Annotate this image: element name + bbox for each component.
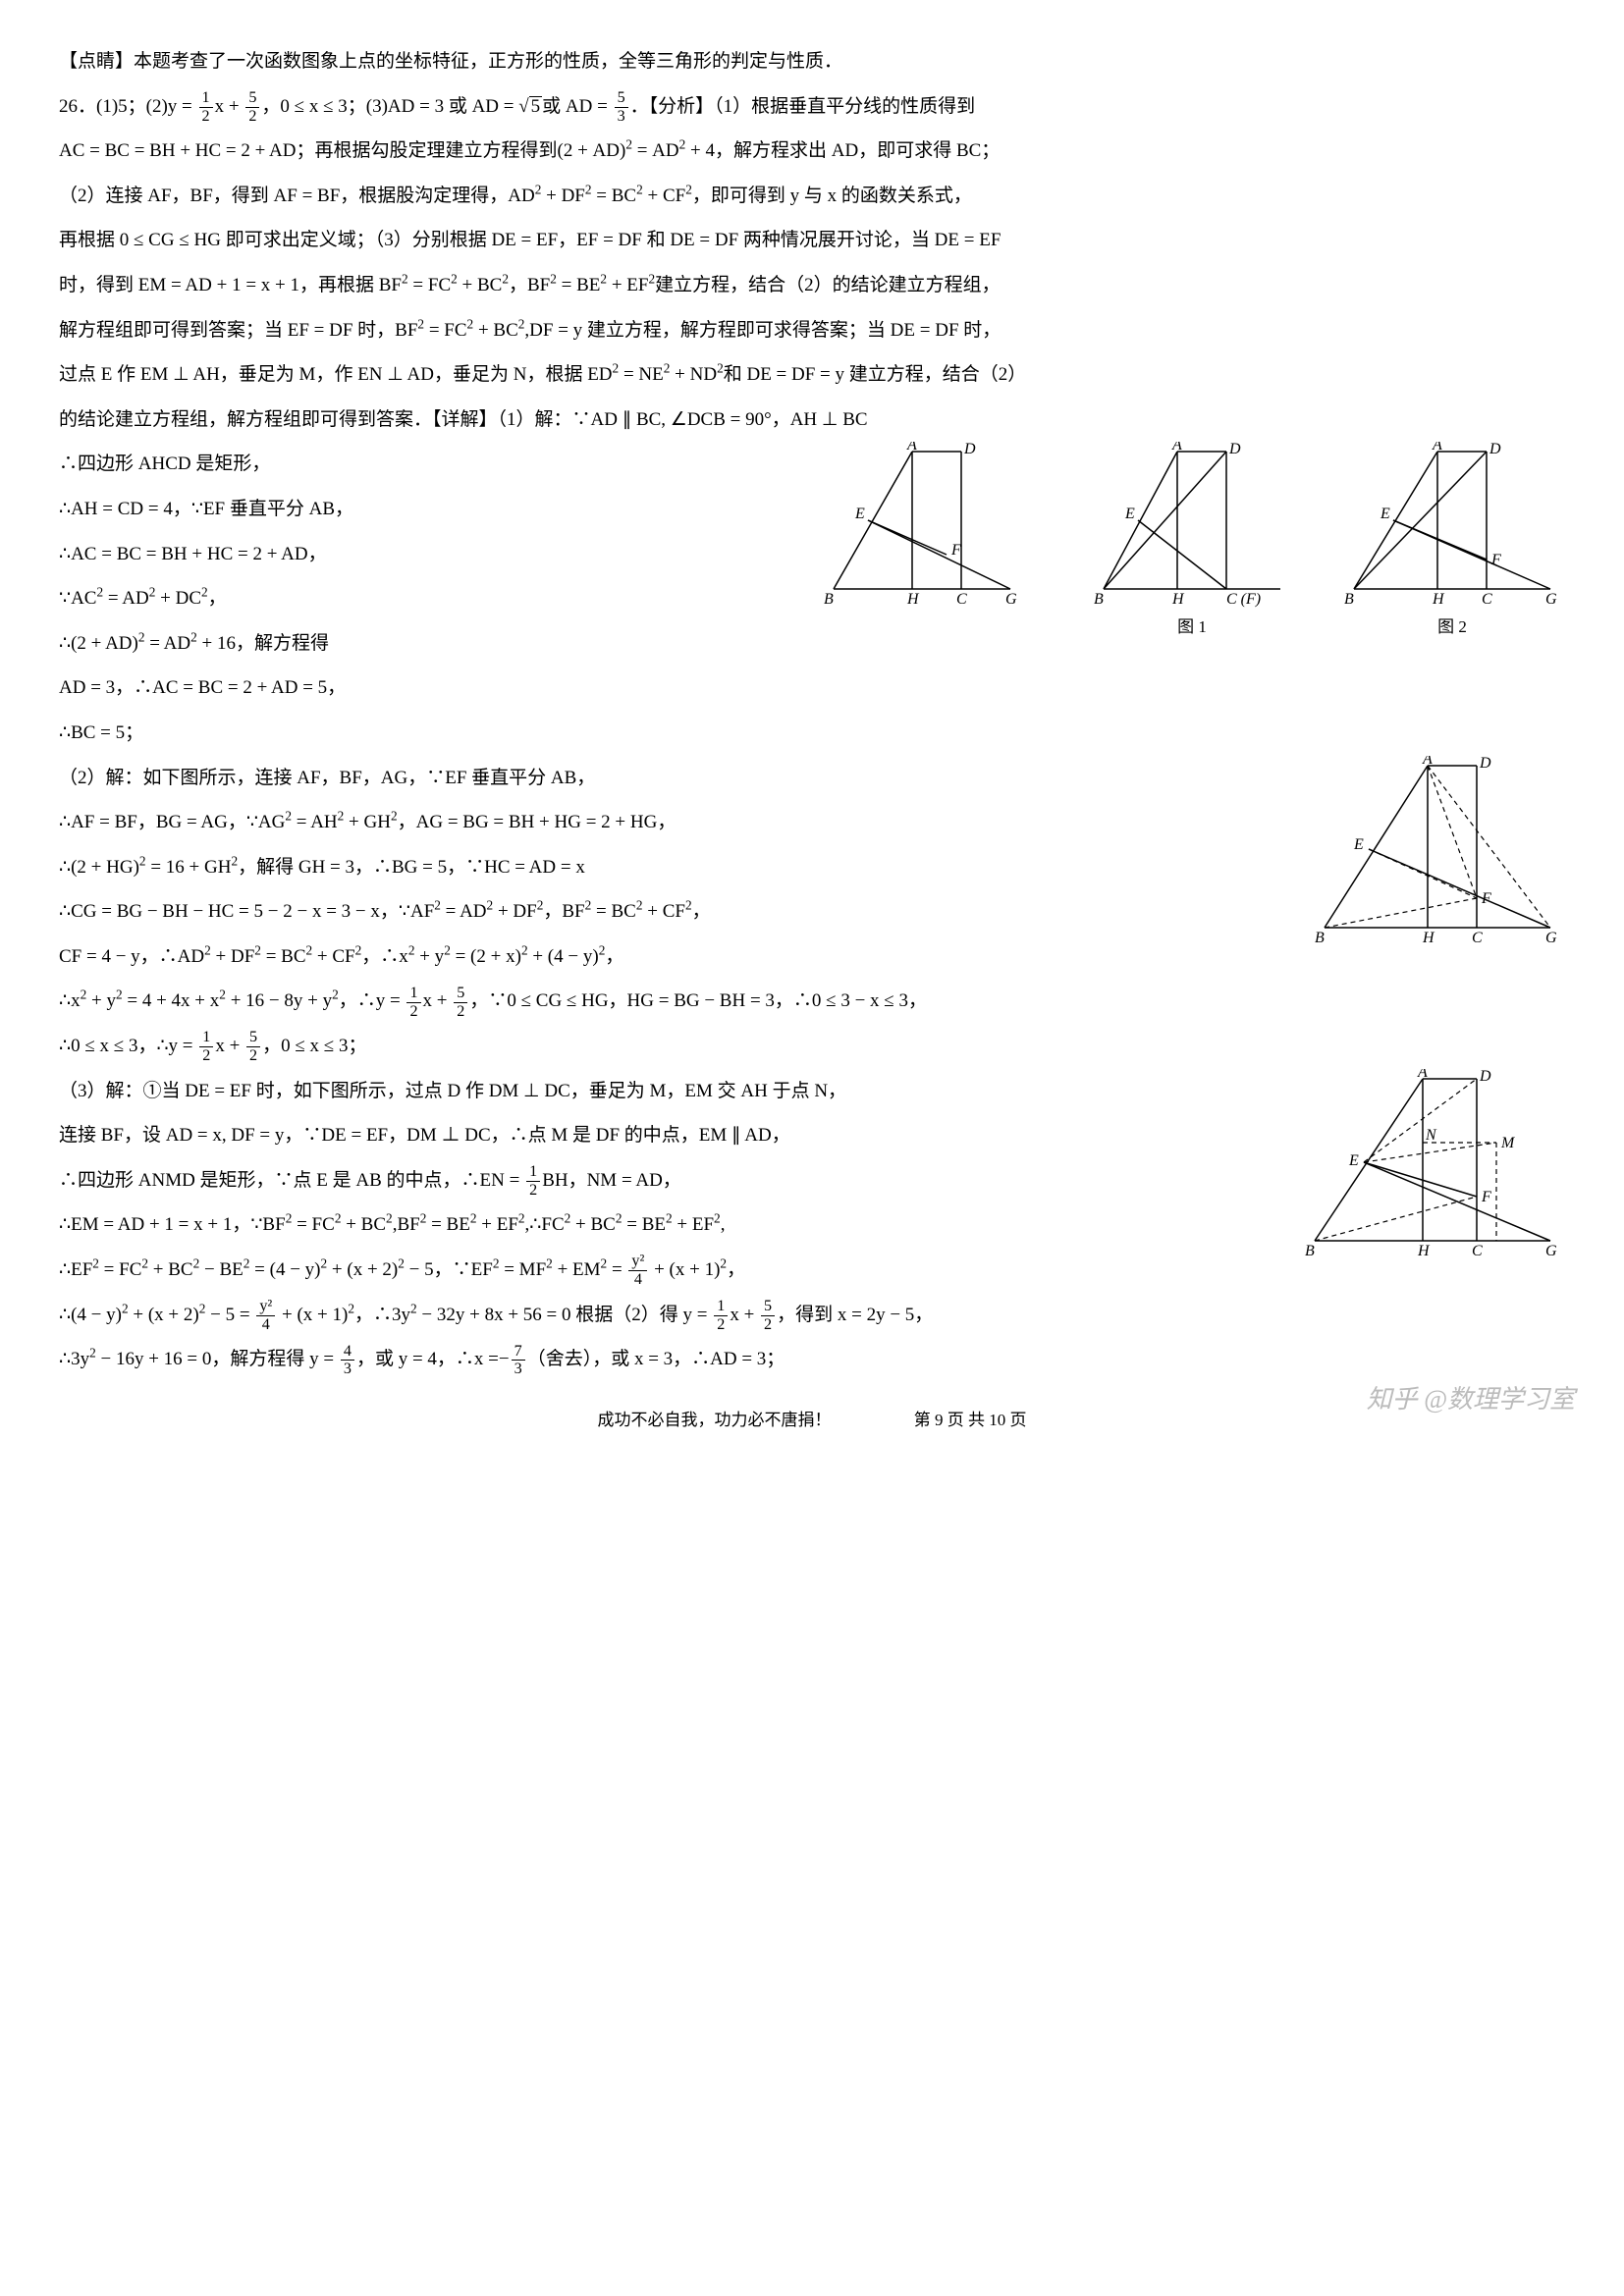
svg-text:E: E [854, 506, 865, 522]
svg-text:M: M [1500, 1135, 1516, 1151]
svg-text:H: H [906, 591, 920, 608]
svg-text:A: A [1432, 442, 1442, 454]
svg-text:H: H [1432, 591, 1445, 608]
svg-text:B: B [824, 591, 834, 608]
analysis-l7: 解方程组即可得到答案；当 EF = DF 时，BF2 = FC2 + BC2,D… [59, 308, 1565, 353]
analysis-l4: （2）连接 AF，BF，得到 AF = BF，根据股沟定理得，AD2 + DF2… [59, 174, 1565, 219]
sol3-7: ∴3y2 − 16y + 16 = 0，解方程得 y = 43，或 y = 4，… [59, 1337, 1565, 1382]
svg-text:A: A [906, 442, 917, 454]
analysis-l3: AC = BC = BH + HC = 2 + AD；再根据勾股定理建立方程得到… [59, 129, 1565, 174]
analysis-l6: 时，得到 EM = AD + 1 = x + 1，再根据 BF2 = FC2 +… [59, 263, 1565, 308]
figure-row-1: A D E B H C (F) 图 1 A D E F [1084, 442, 1565, 640]
svg-text:A: A [1171, 442, 1182, 454]
svg-text:D: D [1228, 442, 1241, 457]
svg-text:B: B [1094, 591, 1104, 608]
svg-text:G: G [1545, 1243, 1557, 1259]
svg-text:B: B [1305, 1243, 1315, 1259]
sol2-6: ∴x2 + y2 = 4 + 4x + x2 + 16 − 8y + y2，∴y… [59, 979, 1565, 1024]
sol2-7: ∴0 ≤ x ≤ 3，∴y = 12x + 52，0 ≤ x ≤ 3； [59, 1024, 1565, 1069]
svg-text:F: F [1490, 552, 1501, 568]
svg-text:H: H [1171, 591, 1185, 608]
footer-motto: 成功不必自我，功力必不唐捐！ [598, 1401, 832, 1441]
explain-summary: 【点睛】本题考查了一次函数图象上点的坐标特征，正方形的性质，全等三角形的判定与性… [59, 39, 1565, 84]
svg-text:H: H [1417, 1243, 1431, 1259]
analysis-l9: 的结论建立方程组，解方程组即可得到答案．【详解】（1）解：∵AD ∥ BC, ∠… [59, 398, 1565, 443]
figure-2-label: 图 2 [1339, 614, 1565, 640]
svg-text:H: H [1422, 930, 1435, 946]
svg-text:G: G [1545, 591, 1557, 608]
figure-0: A D E F B H C G [819, 442, 1025, 626]
svg-text:C: C [1472, 1243, 1483, 1259]
figure-2: A D E F B H C G 图 2 [1339, 442, 1565, 640]
sol1-s6: AD = 3，∴AC = BC = 2 + AD = 5， [59, 666, 1565, 711]
svg-text:E: E [1353, 836, 1364, 853]
svg-text:E: E [1348, 1152, 1359, 1169]
svg-text:D: D [963, 442, 976, 457]
svg-text:G: G [1545, 930, 1557, 946]
svg-text:C (F): C (F) [1226, 591, 1261, 608]
svg-text:D: D [1479, 756, 1491, 772]
svg-text:A: A [1422, 756, 1433, 768]
svg-text:B: B [1315, 930, 1325, 946]
svg-text:C: C [956, 591, 967, 608]
figure-part3: A D E N M F B H C G [1300, 1069, 1565, 1283]
svg-text:B: B [1344, 591, 1354, 608]
analysis-l8: 过点 E 作 EM ⊥ AH，垂足为 M，作 EN ⊥ AD，垂足为 N，根据 … [59, 352, 1565, 398]
svg-text:N: N [1425, 1127, 1437, 1144]
svg-text:A: A [1417, 1069, 1428, 1081]
sol1-s7: ∴BC = 5； [59, 711, 1565, 756]
svg-text:F: F [1481, 890, 1491, 907]
figure-part2: A D E F B H C G [1310, 756, 1565, 970]
figure-1: A D E B H C (F) 图 1 [1084, 442, 1300, 640]
svg-text:D: D [1489, 442, 1501, 457]
svg-text:G: G [1005, 591, 1017, 608]
svg-text:F: F [1481, 1189, 1491, 1205]
analysis-l5: 再根据 0 ≤ CG ≤ HG 即可求出定义域；（3）分别根据 DE = EF，… [59, 218, 1565, 263]
svg-text:E: E [1124, 506, 1135, 522]
svg-text:F: F [950, 542, 961, 559]
svg-text:C: C [1472, 930, 1483, 946]
watermark: 知乎 @数理学习室 [1367, 1369, 1575, 1430]
problem-26-head: 26．(1)5；(2)y = 12x + 52，0 ≤ x ≤ 3；(3)AD … [59, 84, 1565, 130]
sol3-6: ∴(4 − y)2 + (x + 2)2 − 5 = y²4 + (x + 1)… [59, 1293, 1565, 1338]
svg-text:E: E [1380, 506, 1390, 522]
svg-text:C: C [1482, 591, 1492, 608]
svg-text:D: D [1479, 1069, 1491, 1085]
figure-1-label: 图 1 [1084, 614, 1300, 640]
footer-page: 第 9 页 共 10 页 [914, 1411, 1027, 1429]
